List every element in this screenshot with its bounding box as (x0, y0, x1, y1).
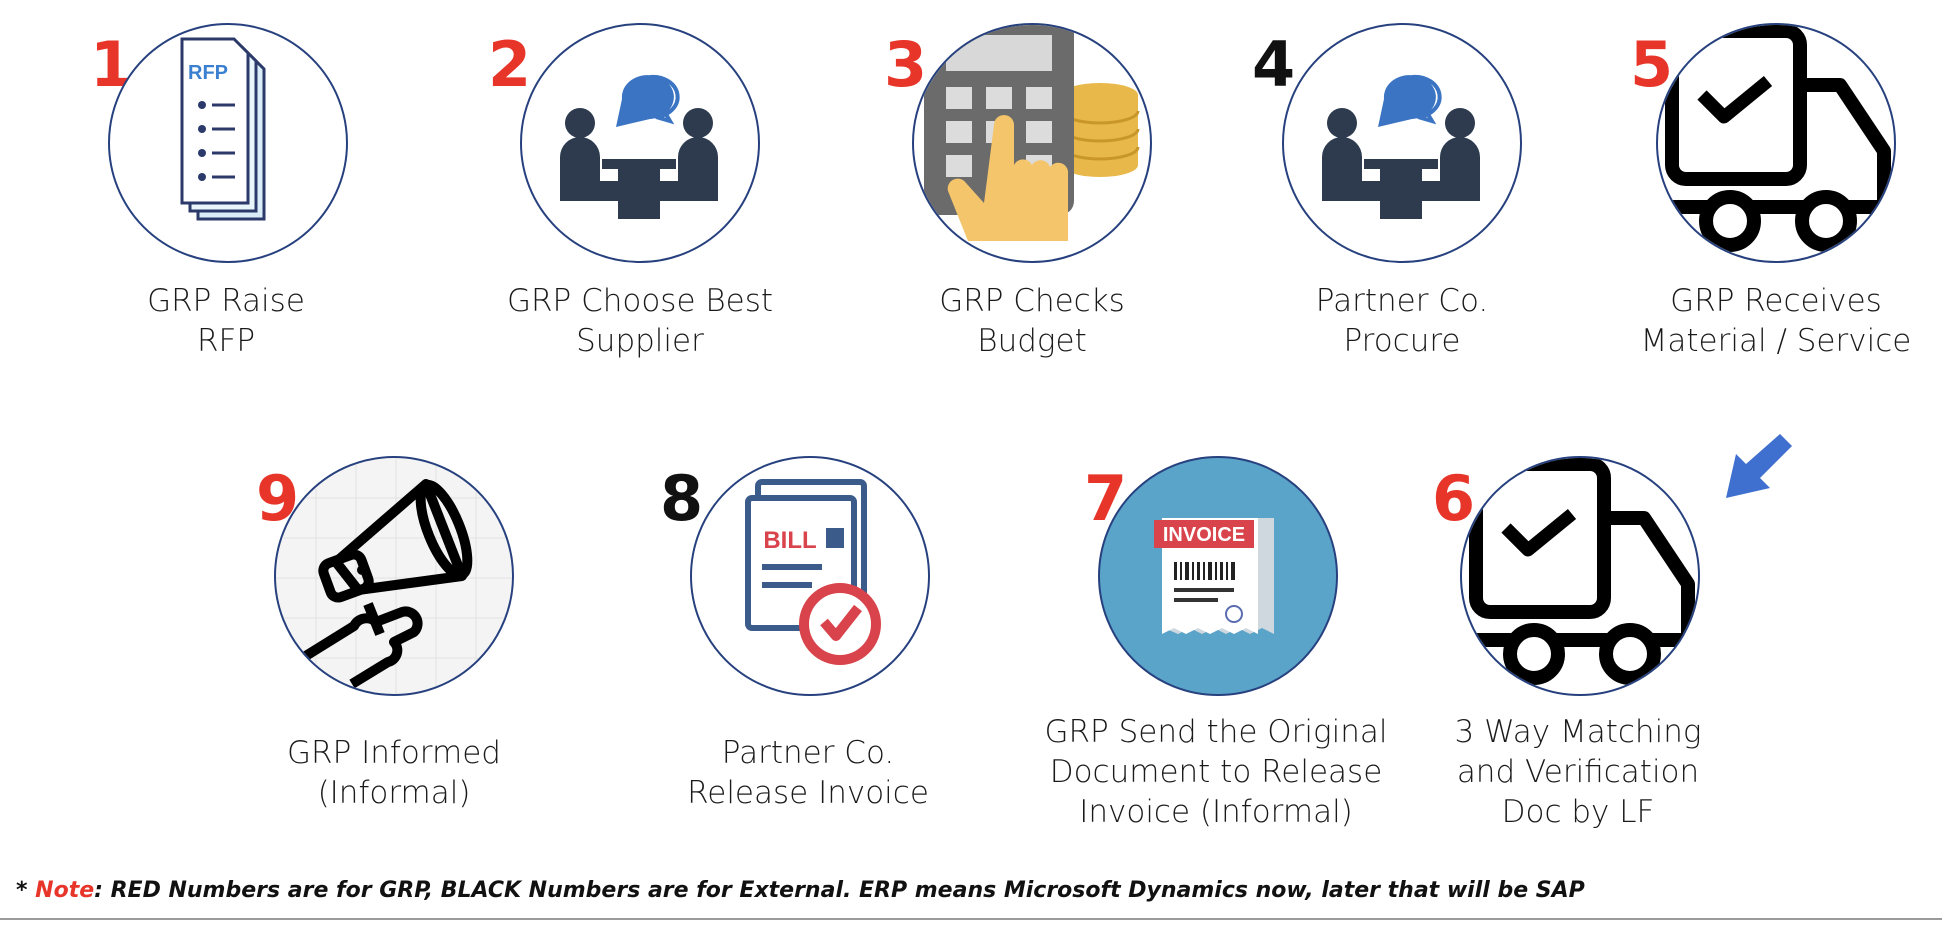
step-label: GRP Send the Original Document to Release… (1044, 714, 1388, 830)
invoice-receipt-icon: INVOICE (1154, 518, 1274, 634)
step-circle (274, 456, 514, 696)
step-label: GRP Raise RFP (147, 283, 305, 359)
svg-text:RFP: RFP (188, 62, 228, 84)
step-label: GRP Informed (Informal) (287, 735, 501, 811)
step-label: Partner Co. Release Invoice (687, 735, 929, 811)
delivery-truck-check-icon (1469, 458, 1695, 685)
step-circle (1656, 23, 1896, 263)
step-label: GRP Checks Budget (939, 283, 1125, 359)
step-circle: BILL (690, 456, 930, 696)
step-circle (520, 23, 760, 263)
step-number: 4 (1252, 28, 1296, 101)
megaphone-icon (276, 458, 512, 694)
bottom-divider (0, 918, 1942, 920)
note-text: : RED Numbers are for GRP, BLACK Numbers… (94, 878, 1585, 903)
step-number: 2 (488, 28, 532, 101)
footnote: * Note: RED Numbers are for GRP, BLACK N… (16, 878, 1585, 903)
down-left-arrow-icon (1726, 434, 1792, 498)
bill-approved-icon: BILL (745, 479, 881, 665)
step-circle: RFP (108, 23, 348, 263)
rfp-document-icon: RFP (180, 37, 266, 221)
step-label: 3 Way Matching and Verification Doc by LF (1454, 714, 1702, 830)
meeting-discussion-icon (560, 74, 718, 219)
step-label: GRP Receives Material / Service (1640, 283, 1912, 359)
step-number: 8 (660, 462, 704, 535)
step-number: 6 (1432, 462, 1476, 535)
delivery-truck-check-icon (1665, 25, 1891, 252)
svg-text:INVOICE: INVOICE (1163, 524, 1245, 546)
step-number: 3 (884, 28, 928, 101)
calculator-coins-icon (924, 25, 1140, 241)
step-label: GRP Choose Best Supplier (506, 283, 774, 359)
step-circle: INVOICE (1098, 456, 1338, 696)
note-highlight: Note (35, 878, 95, 903)
meeting-discussion-icon (1322, 74, 1480, 219)
step-circle (1282, 23, 1522, 263)
svg-text:BILL: BILL (763, 527, 816, 554)
step-circle (1460, 456, 1700, 696)
note-prefix: * (16, 878, 36, 903)
step-label: Partner Co. Procure (1315, 283, 1489, 359)
step-circle (912, 23, 1152, 263)
